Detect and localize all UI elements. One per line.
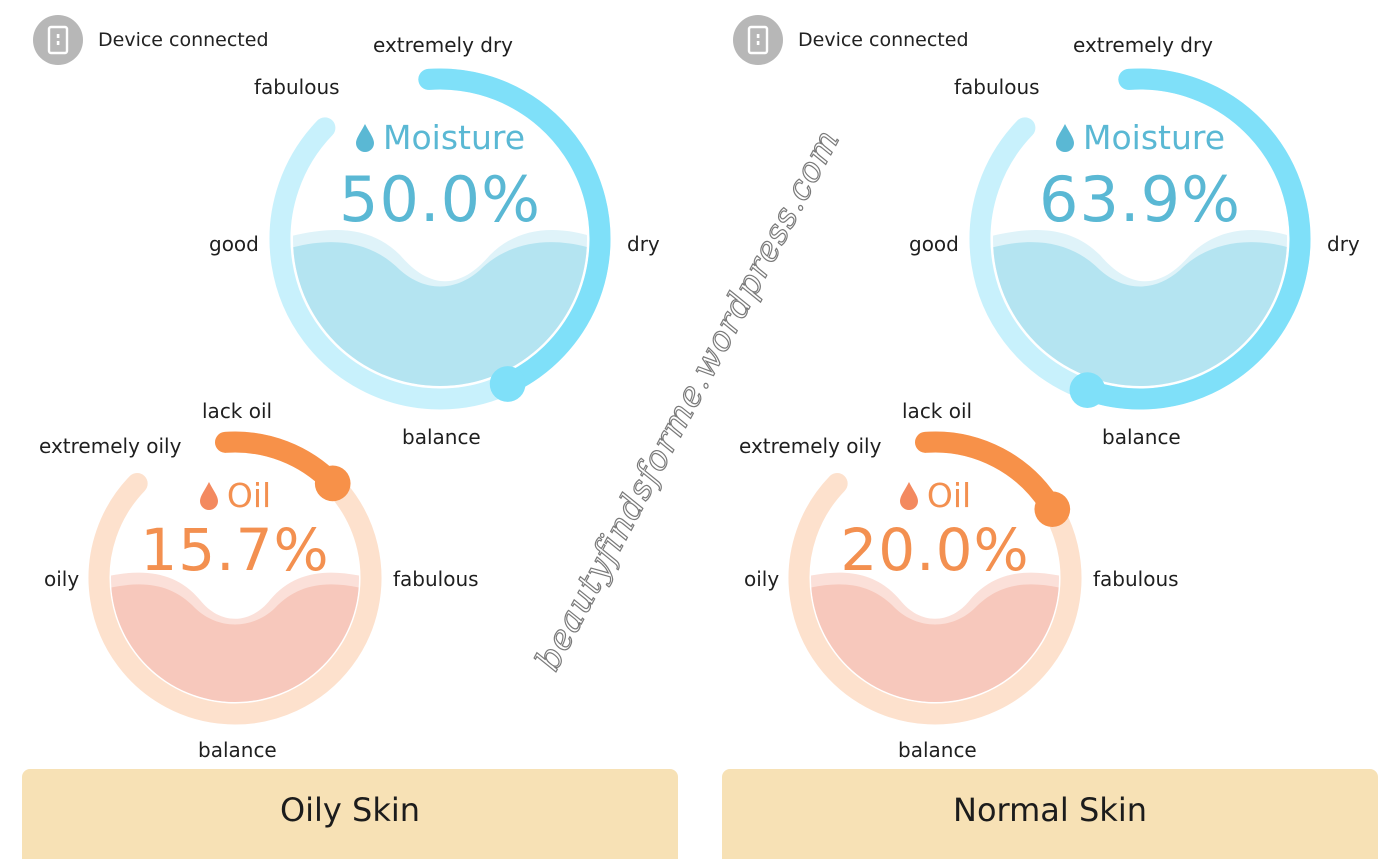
moisture-title: Moisture (1040, 118, 1240, 157)
oil-drop-icon (899, 481, 918, 510)
skin-type-label: Oily Skin (279, 791, 421, 829)
device-status: Device connected (33, 15, 269, 65)
oil-value: 15.7% (140, 516, 330, 584)
moisture-gauge (788, 68, 1311, 725)
oil-label-fabulous: fabulous (393, 567, 479, 591)
oil-label-fabulous: fabulous (1093, 567, 1179, 591)
moisture-label-balance: balance (402, 425, 481, 449)
skin-type-bar: Normal Skin (722, 769, 1378, 859)
skin-type-bar: Oily Skin (22, 769, 678, 859)
oil-label-extremely-oily: extremely oily (39, 434, 182, 458)
oil-title-label: Oil (226, 476, 272, 515)
moisture-title: Moisture (340, 118, 540, 157)
moisture-value: 50.0% (339, 163, 541, 236)
oil-gauge-knob (1034, 491, 1071, 528)
device-icon[interactable] (33, 15, 83, 65)
panel-left: Device connected extremely dry fabulous … (0, 0, 700, 859)
moisture-gauge-knob (1069, 372, 1106, 408)
oil-label-lack-oil: lack oil (202, 399, 273, 423)
oil-label-balance: balance (898, 738, 977, 762)
device-status-label: Device connected (798, 29, 969, 51)
oil-label-oily: oily (44, 567, 80, 591)
moisture-label-fabulous: fabulous (954, 75, 1040, 99)
water-drop-icon (1055, 123, 1074, 152)
moisture-label-extremely-dry: extremely dry (373, 33, 514, 57)
oil-drop-icon (199, 481, 218, 510)
moisture-label-fabulous: fabulous (254, 75, 340, 99)
skin-type-label: Normal Skin (953, 791, 1147, 829)
moisture-label-dry: dry (1327, 232, 1360, 256)
moisture-label-balance: balance (1102, 425, 1181, 449)
moisture-label-dry: dry (627, 232, 660, 256)
oil-gauge-value-arc (915, 431, 1063, 520)
moisture-label-good: good (209, 232, 259, 256)
moisture-title-label: Moisture (382, 118, 526, 157)
panel-right: Device connected extremely dry fabulous … (700, 0, 1400, 859)
device-status-label: Device connected (98, 29, 269, 51)
moisture-title-label: Moisture (1082, 118, 1226, 157)
moisture-label-extremely-dry: extremely dry (1073, 33, 1214, 57)
moisture-value: 63.9% (1039, 163, 1241, 236)
oil-gauge-knob (314, 465, 351, 502)
device-status: Device connected (733, 15, 969, 65)
moisture-label-good: good (909, 232, 959, 256)
moisture-gauge-knob (489, 366, 526, 402)
oil-label-lack-oil: lack oil (902, 399, 973, 423)
oil-label-oily: oily (744, 567, 780, 591)
oil-title-label: Oil (926, 476, 972, 515)
oil-label-extremely-oily: extremely oily (739, 434, 882, 458)
moisture-gauge-value-arc (1076, 68, 1311, 410)
moisture-gauge-value-arc (418, 68, 611, 395)
device-icon[interactable] (733, 15, 783, 65)
oil-value: 20.0% (840, 516, 1030, 584)
oil-title: Oil (135, 476, 335, 515)
moisture-gauge (88, 68, 611, 725)
oil-label-balance: balance (198, 738, 277, 762)
oil-title: Oil (835, 476, 1035, 515)
water-drop-icon (355, 123, 374, 152)
